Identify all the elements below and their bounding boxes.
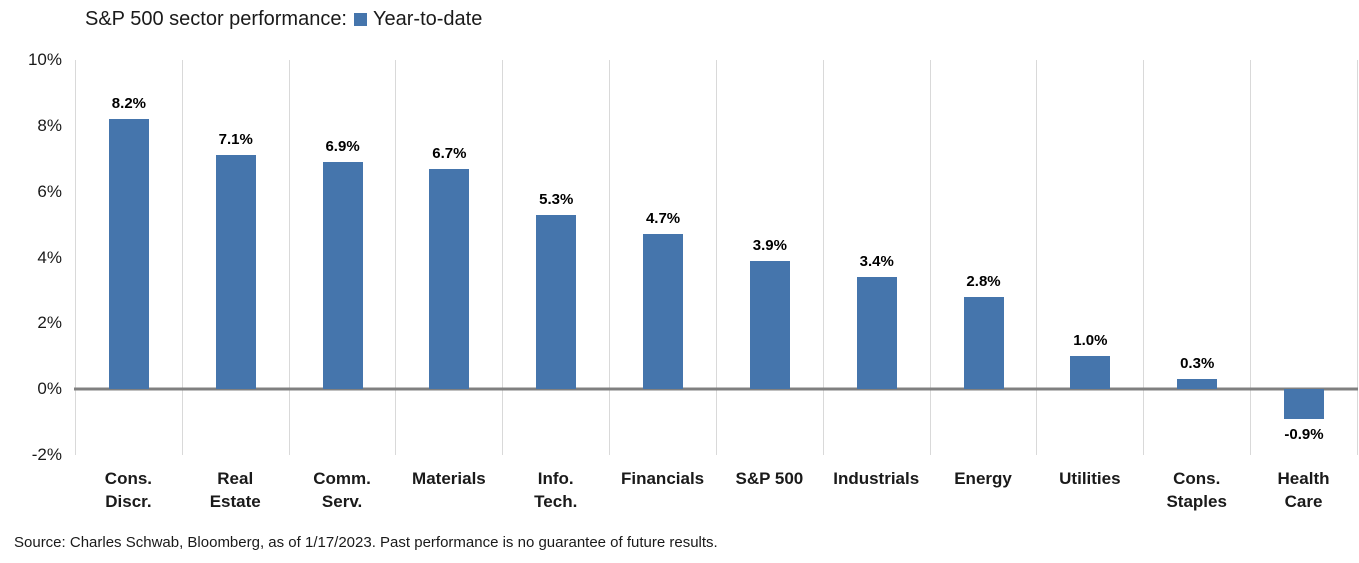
- value-label: 2.8%: [966, 273, 1001, 290]
- bar: [536, 214, 577, 390]
- value-label: 4.7%: [645, 210, 681, 228]
- y-axis-tick-label: 4%: [37, 247, 62, 267]
- bar-column: 4.7%: [610, 60, 717, 455]
- bar-column: 0.3%: [1144, 60, 1252, 455]
- bar-column: 6.7%: [396, 60, 504, 455]
- x-axis-label: Materials: [412, 469, 486, 488]
- value-label: 1.0%: [1073, 332, 1108, 350]
- x-axis-label: Financials: [620, 469, 705, 488]
- bar-column: 5.3%: [503, 60, 611, 455]
- y-axis: 10% 8% 6% 4% 2% 0% -2%: [0, 50, 62, 464]
- x-axis-label: Health Care: [1277, 469, 1330, 511]
- bar: [856, 277, 897, 390]
- plot-area: 8.2% 7.1% 6.9% 6.7% 5.3% 4.7% 3.9% 3.4% 2.8% 1.0%…: [74, 60, 1358, 455]
- bar-column: 3.4%: [824, 60, 931, 455]
- y-axis-tick-label: 6%: [37, 181, 62, 201]
- value-label: 6.7%: [432, 144, 467, 162]
- y-axis-tick-label: -2%: [31, 445, 62, 464]
- x-axis-label: Comm. Serv.: [313, 469, 371, 511]
- x-axis-label: Energy: [954, 469, 1012, 488]
- y-axis-tick-label: 8%: [37, 115, 62, 135]
- bar-column: 3.9%: [717, 60, 824, 455]
- value-label: 0.3%: [1180, 355, 1215, 373]
- bar: [749, 260, 790, 390]
- x-axis-label: Info. Tech.: [534, 469, 578, 511]
- bar: [215, 155, 256, 390]
- x-axis-label: Real Estate: [209, 469, 261, 511]
- bar-column: 7.1%: [183, 60, 290, 455]
- bar-column: 2.8%: [931, 60, 1038, 455]
- value-label: 8.2%: [111, 95, 147, 113]
- bar: [963, 297, 1004, 390]
- x-axis-label: Cons. Staples: [1166, 469, 1227, 511]
- bar: [322, 162, 363, 390]
- value-label: 3.9%: [752, 236, 787, 254]
- bar: [1284, 389, 1325, 419]
- value-label: -0.9%: [1284, 425, 1324, 443]
- bar-column: 6.9%: [290, 60, 397, 455]
- legend: Year-to-date: [354, 8, 482, 31]
- y-axis-tick-label: 2%: [37, 313, 62, 333]
- x-axis-label: Industrials: [833, 469, 920, 488]
- x-axis-label: Cons. Discr.: [104, 469, 153, 511]
- x-axis-labels: Cons. Discr. Real Estate Comm. Serv. Materi…: [75, 468, 1357, 514]
- bar-column: 8.2%: [76, 60, 183, 455]
- value-label: 7.1%: [218, 131, 253, 149]
- bar: [643, 234, 684, 390]
- value-label: 6.9%: [325, 138, 360, 156]
- y-axis-tick-label: 10%: [27, 50, 62, 69]
- chart-header: S&P 500 sector performance: Year-to-date: [85, 8, 482, 31]
- bar: [1177, 379, 1218, 390]
- legend-label: Year-to-date: [373, 8, 483, 30]
- y-axis-tick-label: 0%: [37, 379, 62, 399]
- x-axis-label: S&P 500: [735, 469, 804, 488]
- bar: [1070, 356, 1111, 390]
- value-label: 3.4%: [859, 253, 894, 271]
- bar-column: 1.0%: [1037, 60, 1145, 455]
- zero-line: [74, 387, 1358, 391]
- chart-title: S&P 500 sector performance:: [85, 8, 347, 30]
- x-axis-label: Utilities: [1059, 469, 1121, 488]
- value-label: 5.3%: [539, 190, 574, 208]
- legend-swatch-icon: [354, 13, 367, 26]
- bar: [429, 168, 470, 390]
- source-note: Source: Charles Schwab, Bloomberg, as of…: [14, 534, 718, 551]
- bar-column: -0.9%: [1251, 60, 1358, 455]
- bar: [108, 119, 149, 390]
